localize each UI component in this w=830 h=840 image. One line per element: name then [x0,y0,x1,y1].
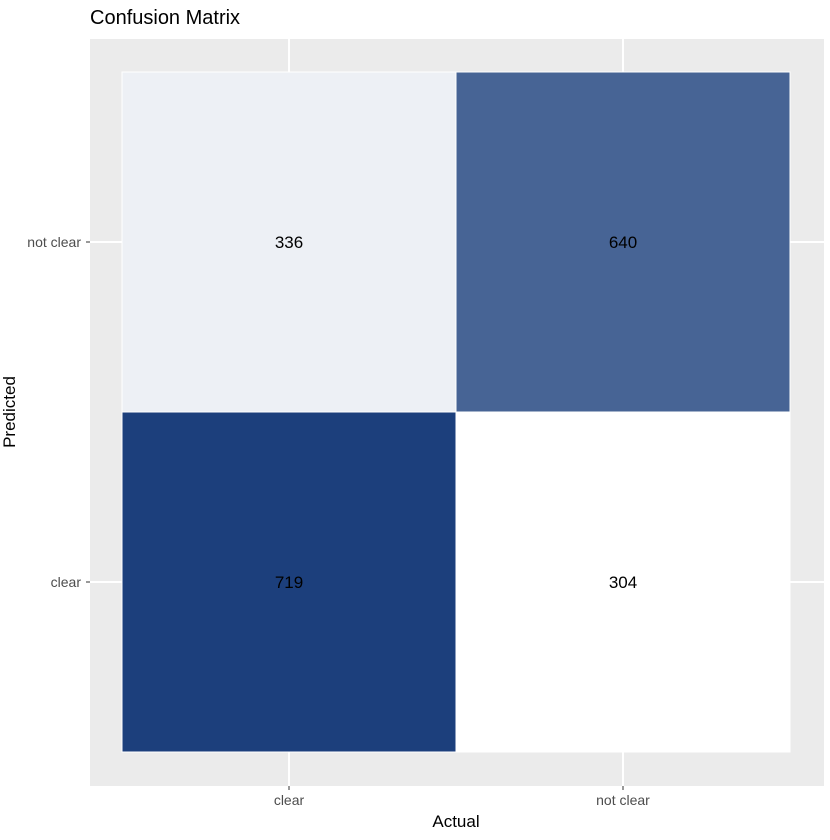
heatmap-cell [121,411,457,753]
cell-value-label: 719 [275,573,303,592]
y-tick-label: not clear [27,234,81,250]
x-axis-ticks: clear not clear [274,786,650,808]
cell-value-labels: 336 640 719 304 [275,233,637,592]
heatmap-cell [455,411,791,753]
x-tick-label: not clear [596,792,650,808]
x-tick-label: clear [274,792,305,808]
chart-title: Confusion Matrix [90,7,240,29]
heatmap-cell [455,71,791,413]
cell-value-label: 336 [275,233,303,252]
heatmap-cells [121,71,791,753]
cell-value-label: 640 [609,233,637,252]
x-axis-title: Actual [432,812,479,831]
y-axis-ticks: clear not clear [27,234,90,590]
cell-value-label: 304 [609,573,637,592]
y-axis-title: Predicted [0,376,19,448]
y-tick-label: clear [51,574,82,590]
